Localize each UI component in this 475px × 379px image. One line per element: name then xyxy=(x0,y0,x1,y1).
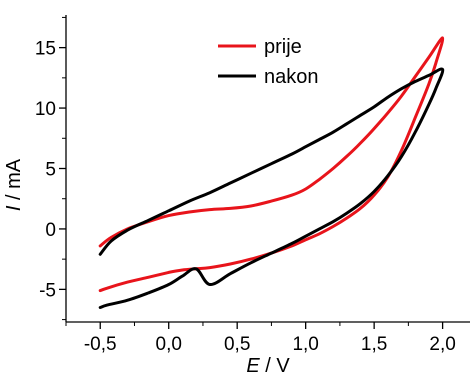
series-line-prije xyxy=(98,36,445,293)
legend-label-nakon: nakon xyxy=(264,66,319,88)
y-tick-label: 5 xyxy=(45,160,56,181)
y-tick-label: -5 xyxy=(39,280,56,301)
y-axis-symbol: I xyxy=(3,205,25,211)
x-tick-label: 1,0 xyxy=(292,334,318,355)
x-tick-label: 0,5 xyxy=(224,334,250,355)
y-tick-label: 0 xyxy=(45,220,56,241)
series-line-nakon xyxy=(98,67,445,309)
y-axis-title: I / mA xyxy=(3,158,25,211)
series-layer xyxy=(98,36,445,309)
x-tick-label: 1,5 xyxy=(361,334,387,355)
axes-layer: -0,5 0,0 0,5 1,0 1,5 2,0 -5 0 5 10 15 xyxy=(35,15,470,355)
x-tick-label: 0,0 xyxy=(156,334,182,355)
x-tick-label: -0,5 xyxy=(84,334,117,355)
x-axis-unit: / V xyxy=(260,355,291,377)
x-tick-label: 2,0 xyxy=(429,334,455,355)
y-axis-unit: / mA xyxy=(3,158,25,205)
x-axis-symbol: E xyxy=(246,355,260,377)
legend: prije nakon xyxy=(218,36,319,88)
y-tick-label: 15 xyxy=(35,39,56,60)
x-axis-title: E / V xyxy=(246,355,290,377)
legend-label-prije: prije xyxy=(264,36,302,58)
y-tick-label: 10 xyxy=(35,99,56,120)
